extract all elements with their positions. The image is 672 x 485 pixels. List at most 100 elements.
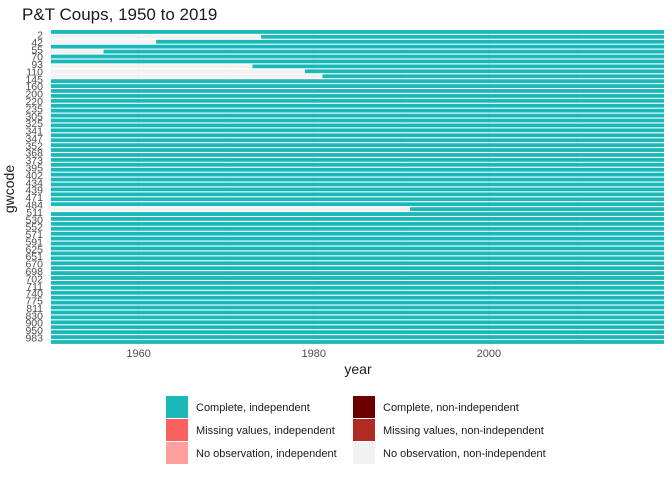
x-tick-label: 1980: [301, 348, 325, 360]
legend-swatch: [353, 419, 375, 441]
y-tick-label: 434: [25, 177, 43, 189]
y-tick-label: 368: [25, 148, 43, 160]
tile-independent: [51, 246, 664, 251]
tile-independent: [51, 59, 664, 64]
tile-independent: [51, 295, 664, 300]
tile-non-independent: [51, 74, 323, 79]
tile-independent: [51, 202, 664, 207]
tile-independent: [51, 182, 664, 187]
y-tick-label: 341: [25, 126, 43, 138]
tile-independent: [51, 138, 664, 143]
tile-independent: [51, 285, 664, 290]
tile-independent: [103, 49, 665, 54]
legend-label: No observation, non-independent: [383, 448, 546, 460]
y-tick-label: 983: [25, 333, 43, 345]
y-tick-label: 352: [25, 140, 43, 152]
tile-independent: [51, 212, 664, 216]
tile-independent: [51, 221, 664, 226]
y-tick-label: 395: [25, 163, 43, 175]
tile-independent: [51, 108, 664, 113]
y-tick-label: 950: [25, 325, 43, 337]
legend-swatch: [166, 442, 188, 464]
y-tick-label: 698: [25, 266, 43, 278]
tile-independent: [51, 177, 664, 182]
tile-independent: [51, 133, 664, 138]
legend-swatch: [166, 396, 188, 418]
x-axis-label: year: [344, 361, 372, 377]
x-tick-label: 1960: [126, 348, 150, 360]
y-tick-label: 220: [25, 96, 43, 108]
y-tick-label: 591: [25, 236, 43, 248]
x-axis-ticks: 1960 1980 2000: [126, 348, 501, 360]
tile-independent: [51, 325, 664, 330]
heatmap-tiles: [51, 30, 665, 344]
y-tick-label: 110: [26, 66, 43, 78]
legend-label: Complete, independent: [196, 402, 310, 414]
tile-independent: [51, 197, 664, 202]
tile-independent: [51, 162, 664, 167]
y-axis-ticks: 2425570931101451602002202353053253413473…: [25, 30, 43, 345]
tile-independent: [51, 300, 664, 305]
tile-independent: [51, 54, 664, 59]
tile-independent: [51, 192, 664, 197]
y-tick-label: 511: [26, 207, 43, 219]
tile-independent: [51, 290, 664, 295]
y-tick-label: 900: [25, 318, 43, 330]
tile-non-independent: [51, 49, 104, 54]
y-tick-label: 325: [25, 118, 43, 130]
legend-label: Complete, non-independent: [383, 402, 519, 414]
legend-swatch: [166, 419, 188, 441]
tile-independent: [51, 335, 664, 339]
y-tick-label: 702: [25, 273, 43, 285]
tile-independent: [51, 148, 664, 152]
tile-independent: [51, 266, 664, 271]
legend: Complete, independent Missing values, ind…: [166, 396, 546, 464]
y-tick-label: 439: [25, 185, 43, 197]
tile-independent: [51, 261, 664, 266]
legend-label: Missing values, independent: [196, 425, 335, 437]
tile-independent: [322, 74, 664, 79]
tile-independent: [51, 276, 664, 280]
y-tick-label: 530: [25, 214, 43, 226]
legend-label: Missing values, non-independent: [383, 425, 544, 437]
tile-independent: [261, 34, 664, 39]
y-tick-label: 2: [37, 30, 43, 42]
tile-independent: [51, 153, 664, 157]
y-tick-label: 42: [31, 37, 43, 49]
y-tick-label: 711: [26, 281, 43, 293]
chart-title: P&T Coups, 1950 to 2019: [22, 5, 217, 24]
y-tick-label: 811: [26, 303, 43, 315]
tile-independent: [51, 143, 664, 148]
y-tick-label: 402: [25, 170, 43, 182]
tile-non-independent: [51, 34, 262, 39]
tile-independent: [51, 113, 664, 118]
tile-independent: [51, 271, 664, 275]
legend-label: No observation, independent: [196, 448, 337, 460]
y-tick-label: 571: [25, 229, 43, 241]
y-tick-label: 670: [25, 259, 43, 271]
tile-independent: [51, 103, 664, 108]
tile-independent: [51, 320, 664, 325]
y-tick-label: 235: [25, 103, 43, 115]
tile-independent: [51, 118, 664, 123]
tile-independent: [51, 30, 664, 34]
y-tick-label: 373: [25, 155, 43, 167]
tile-independent: [51, 123, 664, 128]
tile-independent: [51, 310, 664, 315]
tile-independent: [51, 281, 664, 285]
y-tick-label: 740: [25, 288, 43, 300]
tile-independent: [51, 256, 664, 261]
x-tick-label: 2000: [477, 348, 501, 360]
tile-independent: [51, 217, 664, 221]
tile-independent: [51, 157, 664, 162]
tile-independent: [51, 340, 664, 344]
y-tick-label: 55: [31, 44, 43, 56]
tile-independent: [51, 231, 664, 236]
legend-swatch: [353, 396, 375, 418]
tile-non-independent: [51, 39, 157, 44]
y-tick-label: 305: [25, 111, 43, 123]
y-tick-label: 830: [25, 310, 43, 322]
tile-independent: [51, 93, 664, 98]
tile-independent: [252, 64, 664, 69]
